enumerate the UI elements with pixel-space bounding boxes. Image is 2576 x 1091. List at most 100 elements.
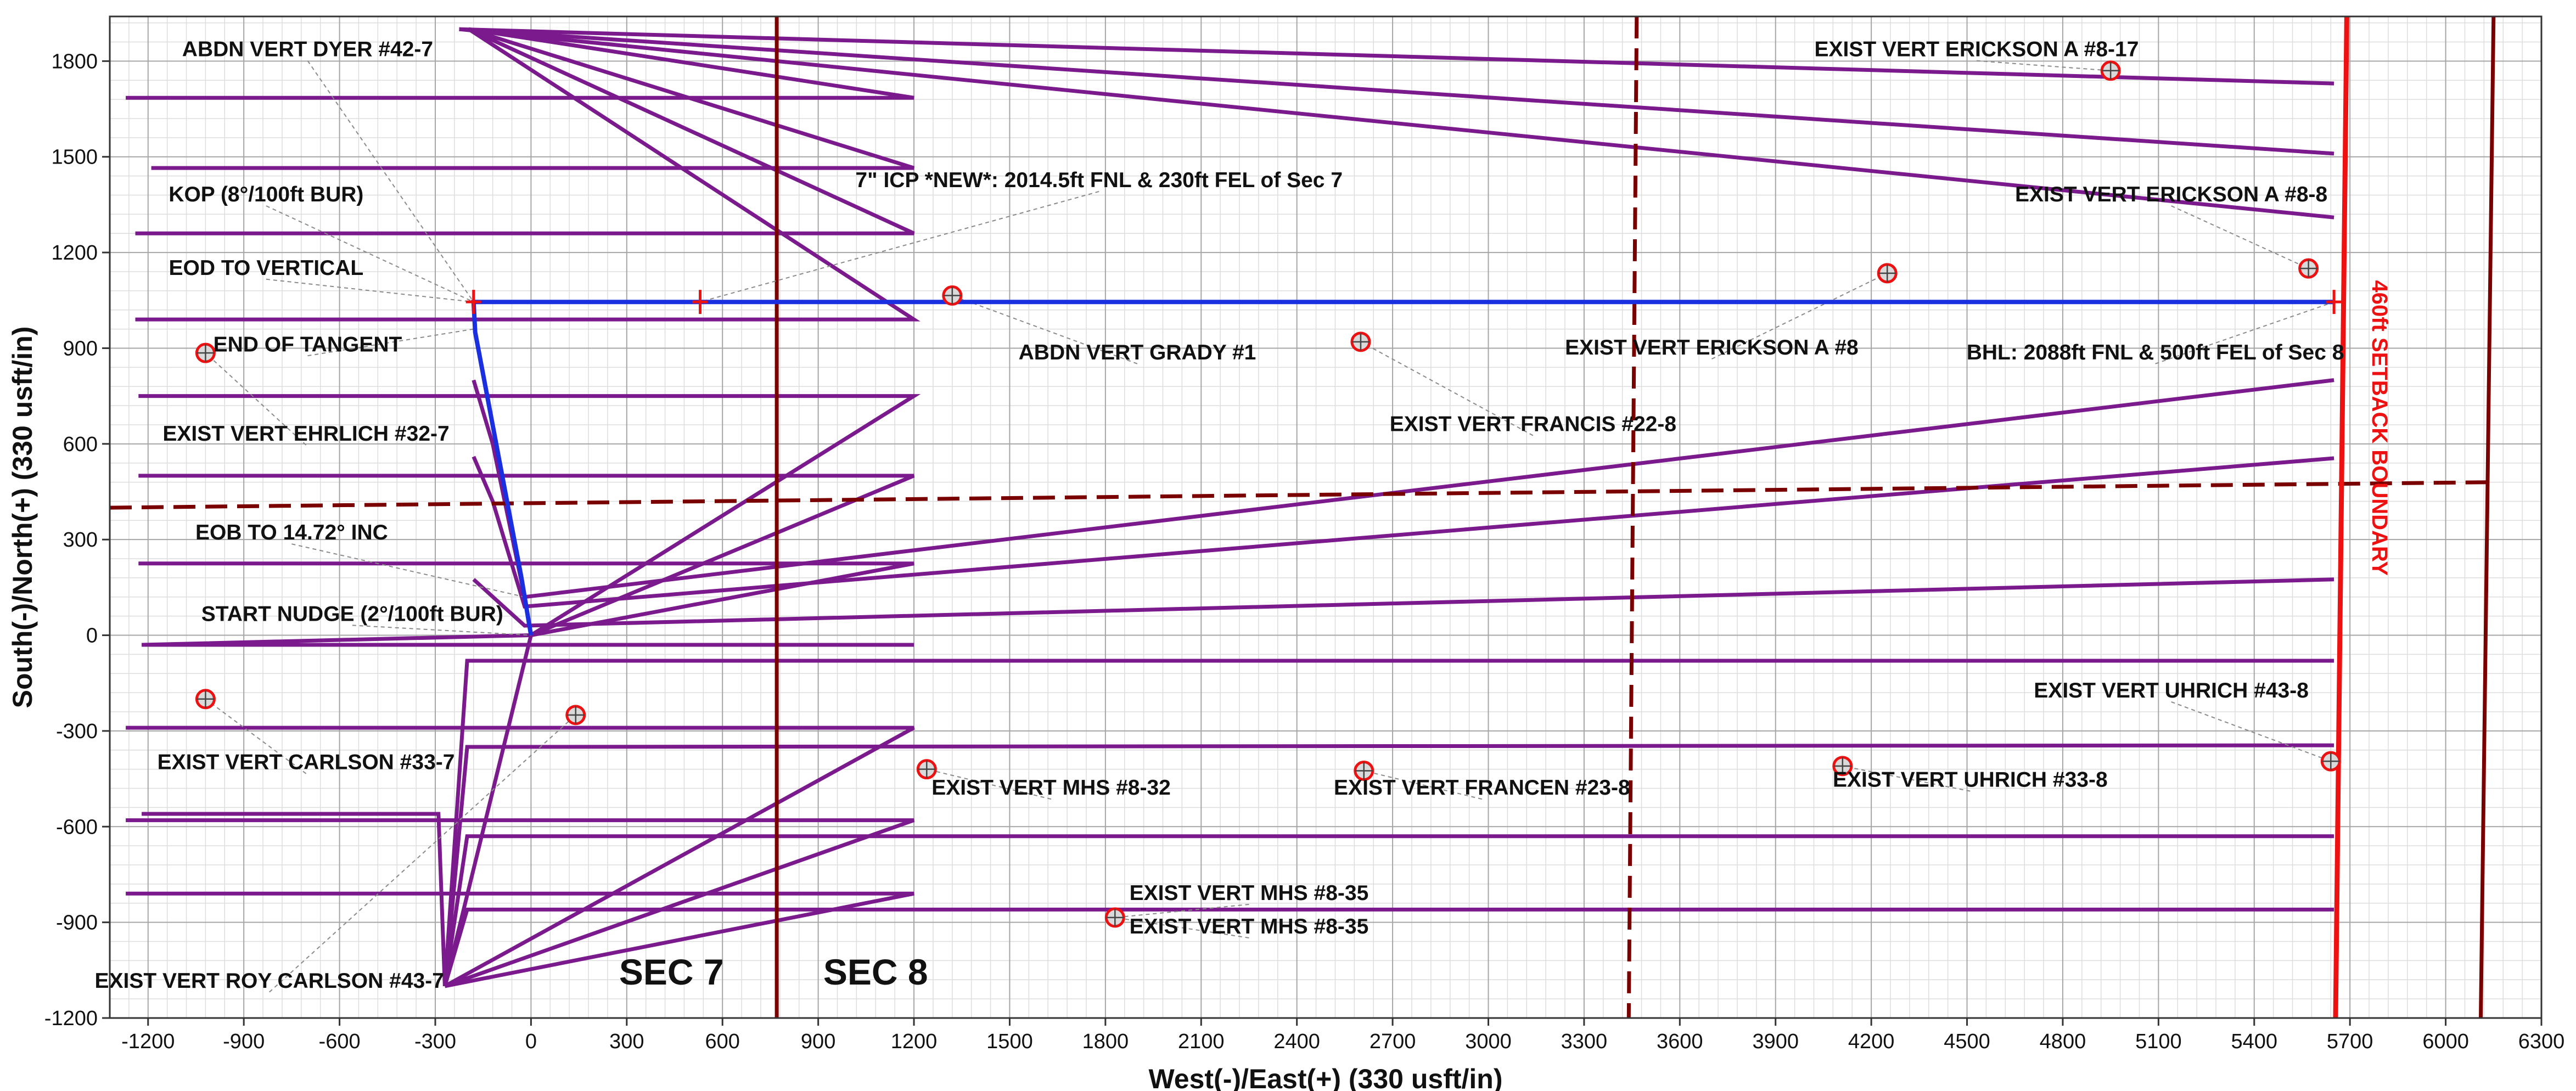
annotation-leader — [266, 205, 474, 303]
annotation-label: EXIST VERT ERICKSON A #8 — [1565, 336, 1859, 359]
annotation-leader — [307, 60, 474, 302]
annotation-label: EXIST VERT ERICKSON A #8-17 — [1815, 38, 2139, 61]
offset-wellpath — [142, 812, 447, 987]
annotation-leader — [266, 278, 474, 303]
offset-wellpath — [135, 27, 921, 322]
x-tick-label: 600 — [705, 1030, 740, 1053]
setback-line — [2333, 16, 2349, 1019]
annotation-label: EOD TO VERTICAL — [169, 256, 364, 280]
y-tick-label: 0 — [86, 625, 98, 648]
x-axis-label: West(-)/East(+) (330 usft/in) — [1149, 1064, 1503, 1091]
annotation-leaders — [205, 60, 2334, 993]
annotation-leader — [1115, 903, 1249, 918]
annotation-leader — [952, 295, 1138, 364]
annotation-label: BHL: 2088ft FNL & 500ft FEL of Sec 8 — [1967, 341, 2344, 364]
annotation-label: EXIST VERT MHS #8-35 — [1130, 881, 1369, 905]
offset-wellpath — [142, 633, 914, 647]
planned-wellpath — [465, 290, 2342, 636]
setback-label: 460ft SETBACK BOUNDARY — [2367, 280, 2392, 576]
x-tick-label: 4800 — [2040, 1030, 2086, 1053]
y-tick-label: 1800 — [51, 50, 98, 73]
y-tick-label: 1200 — [51, 241, 98, 265]
x-tick-label: 3900 — [1752, 1030, 1799, 1053]
offset-wellpath — [126, 726, 915, 988]
offset-wellpath — [442, 743, 2334, 987]
annotation-leader — [1115, 916, 1249, 938]
annotation-label: 7" ICP *NEW*: 2014.5ft FNL & 230ft FEL o… — [855, 168, 1343, 192]
annotation-leader — [291, 543, 525, 598]
annotation-leader — [700, 190, 1099, 303]
y-axis-label: South(-)/North(+) (330 usft/in) — [7, 327, 38, 708]
x-tick-label: -1200 — [121, 1030, 175, 1053]
x-tick-label: 5700 — [2327, 1030, 2373, 1053]
annotation-leader — [2155, 301, 2334, 364]
y-tick-label: -900 — [56, 912, 98, 935]
offset-well-paths — [126, 27, 2334, 988]
offset-wellpath — [138, 394, 921, 637]
annotation-label: EXIST VERT MHS #8-32 — [931, 776, 1171, 800]
x-tick-label: 0 — [525, 1030, 537, 1053]
annotation-leader — [352, 625, 531, 636]
annotation-label: EXIST VERT FRANCIS #22-8 — [1390, 413, 1676, 436]
x-tick-label: 1200 — [891, 1030, 938, 1053]
x-tick-label: 1500 — [986, 1030, 1033, 1053]
offset-wellpath — [138, 474, 915, 637]
annotation-label: EXIST VERT UHRICH #43-8 — [2034, 679, 2309, 702]
offset-wellpath — [442, 659, 2334, 987]
x-tick-label: 3000 — [1465, 1030, 1512, 1053]
annotation-label: EXIST VERT EHRLICH #32-7 — [162, 422, 449, 446]
section-label: SEC 8 — [823, 952, 928, 992]
annotation-label: ABDN VERT GRADY #1 — [1019, 341, 1256, 364]
offset-wellpath — [443, 634, 533, 987]
x-tick-label: 900 — [801, 1030, 835, 1053]
annotation-leader — [2171, 205, 2309, 269]
x-tick-label: -600 — [319, 1030, 361, 1053]
x-tick-label: 1800 — [1082, 1030, 1129, 1053]
annotation-label: EXIST VERT CARLSON #33-7 — [158, 751, 455, 774]
annotation-leader — [205, 352, 307, 446]
annotation-label: ABDN VERT DYER #42-7 — [182, 38, 433, 61]
x-tick-label: 300 — [609, 1030, 644, 1053]
x-tick-label: 5100 — [2135, 1030, 2182, 1053]
annotation-label: END OF TANGENT — [214, 333, 402, 356]
annotation-leader — [269, 715, 576, 993]
plot-frame — [109, 15, 2543, 1019]
offset-wellpath — [126, 891, 914, 988]
annotations: ABDN VERT DYER #42-7 KOP (8°/100ft BUR) EO… — [94, 38, 2344, 993]
offset-wellpath — [151, 27, 915, 170]
planned-wellpath-line — [471, 300, 2334, 636]
offset-wellpath — [459, 27, 2334, 86]
x-tick-label: 3600 — [1657, 1030, 1703, 1053]
x-tick-label: 2700 — [1370, 1030, 1416, 1053]
x-tick-label: 2400 — [1273, 1030, 1320, 1053]
offset-wellpath — [126, 27, 914, 100]
annotation-label: EXIST VERT ERICKSON A #8-8 — [2015, 183, 2327, 206]
offset-wellpath — [459, 27, 2334, 156]
y-tick-label: -600 — [56, 816, 98, 839]
annotation-label: START NUDGE (2°/100ft BUR) — [201, 602, 503, 626]
x-tick-label: -900 — [223, 1030, 265, 1053]
annotation-label: EOB TO 14.72° INC — [195, 521, 388, 544]
axes: -1200 -900 -600 -300 0 300 600 900 1200 1500 1800 2… — [44, 15, 2565, 1053]
y-tick-label: -300 — [56, 720, 98, 743]
section-label: SEC 7 — [619, 952, 724, 992]
annotation-leader — [1842, 765, 1971, 792]
x-tick-label: 4500 — [1944, 1030, 1990, 1053]
annotation-label: KOP (8°/100ft BUR) — [169, 183, 363, 206]
y-tick-label: -1200 — [44, 1007, 98, 1030]
annotation-leader — [1363, 770, 1483, 800]
offset-wellpath — [443, 907, 2334, 987]
offset-wellpath — [135, 27, 915, 235]
annotation-label: EXIST VERT UHRICH #33-8 — [1833, 768, 2108, 792]
section-line — [2479, 16, 2496, 1019]
y-tick-label: 1500 — [51, 146, 98, 169]
setback-boundary: 460ft SETBACK BOUNDARY — [2333, 16, 2392, 1019]
annotation-leader — [2171, 701, 2331, 762]
annotation-label: EXIST VERT ROY CARLSON #43-7 — [94, 969, 444, 993]
offset-wellpath — [126, 818, 915, 988]
x-tick-label: 4200 — [1848, 1030, 1895, 1053]
offset-wellpath — [442, 834, 2334, 987]
x-tick-label: 6300 — [2518, 1030, 2565, 1053]
x-tick-label: -300 — [414, 1030, 456, 1053]
